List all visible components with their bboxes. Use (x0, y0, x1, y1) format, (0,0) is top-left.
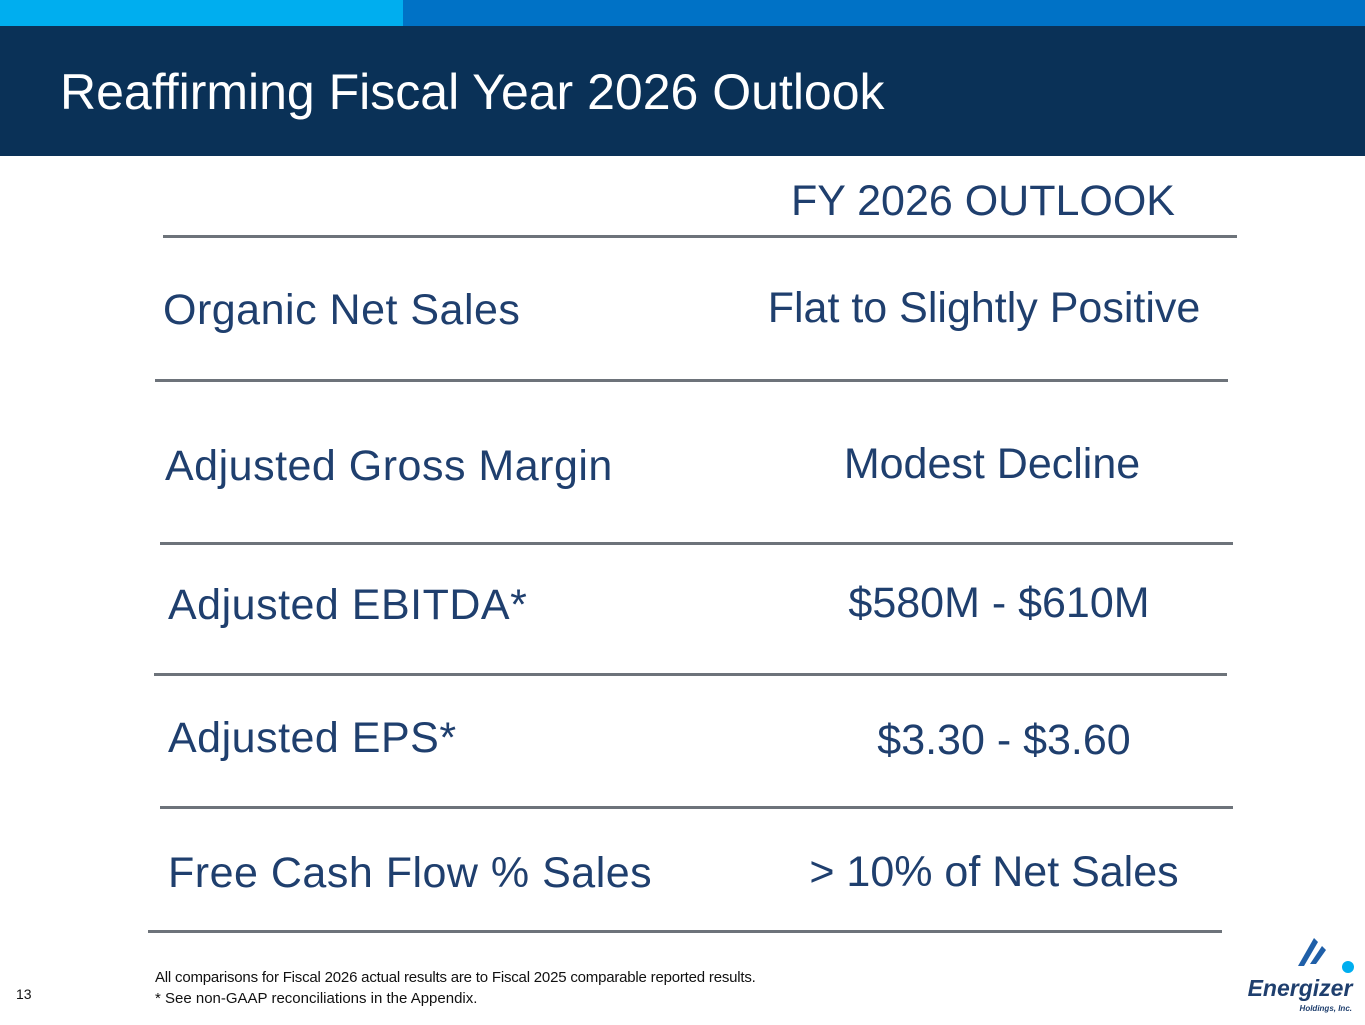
table-rule-row-5 (148, 930, 1222, 933)
row-value-free-cash-flow: > 10% of Net Sales (809, 848, 1179, 896)
outlook-column-header: FY 2026 OUTLOOK (791, 177, 1175, 225)
table-rule-header (163, 235, 1237, 238)
footnote-non-gaap: * See non-GAAP reconciliations in the Ap… (155, 990, 478, 1007)
row-label-adjusted-ebitda: Adjusted EBITDA* (168, 581, 528, 629)
top-accent-bar-dark (403, 0, 1365, 26)
row-label-adjusted-gross-margin: Adjusted Gross Margin (165, 442, 613, 490)
row-value-adjusted-gross-margin: Modest Decline (843, 440, 1141, 488)
top-accent-bar-light (0, 0, 403, 26)
table-rule-row-1 (155, 379, 1228, 382)
row-label-free-cash-flow: Free Cash Flow % Sales (168, 849, 653, 897)
page-number: 13 (16, 986, 32, 1002)
logo-wordmark: Energizer (1248, 975, 1354, 1001)
row-label-organic-net-sales: Organic Net Sales (163, 286, 521, 334)
table-rule-row-4 (160, 806, 1233, 809)
table-rule-row-3 (154, 673, 1227, 676)
logo-tagline: Holdings, Inc. (1300, 1004, 1352, 1013)
table-rule-row-2 (160, 542, 1233, 545)
energizer-logo-icon: Energizer Holdings, Inc. (1248, 938, 1354, 1013)
footnote-comparisons: All comparisons for Fiscal 2026 actual r… (155, 969, 756, 986)
slide-title: Reaffirming Fiscal Year 2026 Outlook (60, 64, 885, 120)
row-value-adjusted-ebitda: $580M - $610M (848, 579, 1150, 627)
title-band (0, 26, 1365, 156)
row-value-organic-net-sales: Flat to Slightly Positive (767, 284, 1201, 332)
row-value-adjusted-eps: $3.30 - $3.60 (877, 716, 1131, 764)
row-label-adjusted-eps: Adjusted EPS* (168, 714, 457, 762)
energizer-logo: Energizer Holdings, Inc. (1240, 930, 1360, 1020)
